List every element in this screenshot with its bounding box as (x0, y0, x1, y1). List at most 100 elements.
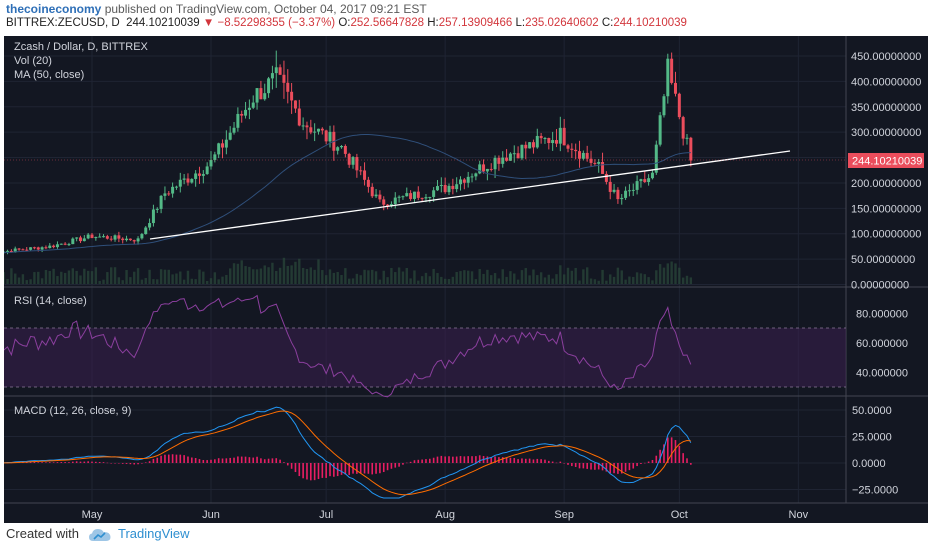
volume-bar (102, 279, 105, 284)
macd-hist-bar (490, 457, 493, 463)
volume-bar (547, 274, 551, 284)
grid (4, 36, 846, 503)
macd-hist-bar (41, 462, 43, 463)
candle-body (255, 88, 259, 103)
candle-body (251, 102, 255, 108)
macd-hist-bar (605, 463, 608, 472)
candle-body (343, 145, 347, 154)
candle-body (539, 135, 543, 139)
macd-hist-bar (670, 437, 673, 463)
candle-body (389, 204, 393, 207)
volume-bar (236, 263, 240, 284)
macd-hist-bar (344, 463, 347, 475)
volume-bar (609, 274, 612, 284)
macd-hist-bar (225, 458, 228, 463)
candle-body (178, 179, 182, 187)
macd-hist-bar (402, 463, 404, 465)
time-axis[interactable]: May Jun Jul Aug Sep Oct Nov (82, 509, 809, 521)
tradingview-brand-link[interactable]: TradingView (118, 526, 190, 541)
macd-hist-bar (578, 463, 581, 469)
volume-bar (271, 262, 274, 284)
macd-hist-bar (686, 458, 688, 463)
chart-area[interactable]: 450.00000000 400.00000000 350.00000000 300.… (0, 36, 928, 523)
candle-body (382, 199, 386, 205)
macd-hist-bar (260, 458, 262, 463)
volume-bar (655, 270, 658, 284)
volume-bar (674, 263, 677, 284)
candle-body (489, 168, 493, 170)
volume-bar (451, 276, 455, 284)
macd-hist-bar (233, 457, 235, 463)
chart-svg[interactable]: 450.00000000 400.00000000 350.00000000 300.… (0, 36, 928, 523)
candle-body (159, 195, 163, 209)
macd-hist-bar (563, 463, 565, 464)
candle-body (558, 127, 562, 144)
macd-hist-bar (129, 463, 132, 465)
volume-label: Vol (20) (14, 55, 52, 67)
open-value: 252.56647828 (350, 17, 425, 29)
candle-body (459, 179, 463, 185)
candle-body (512, 153, 516, 155)
candle-body (451, 185, 455, 190)
volume-bar (616, 267, 620, 284)
candle-body (155, 208, 159, 210)
candle-body (186, 178, 190, 183)
volume-bar (559, 265, 562, 284)
volume-bar (520, 270, 524, 284)
macd-hist-bar (359, 463, 362, 474)
volume-bar (528, 275, 531, 284)
price-tick-label: 450.00000000 (851, 51, 921, 63)
macd-hist-bar (356, 463, 358, 474)
ma-label: MA (50, close) (14, 69, 84, 81)
candle-body (374, 194, 378, 197)
volume-bar (474, 279, 478, 284)
rsi-band (4, 328, 846, 387)
macd-hist-bar (444, 456, 446, 463)
macd-hist-bar (302, 463, 304, 479)
candle-body (397, 196, 401, 198)
tradingview-logo-icon (88, 528, 111, 541)
candle-body (416, 191, 420, 198)
candle-body (48, 245, 52, 249)
low-label: L: (515, 17, 526, 29)
candle-body (462, 179, 466, 183)
price-axis[interactable]: 450.00000000 400.00000000 350.00000000 300.… (851, 51, 921, 497)
volume-bar (497, 278, 501, 284)
volume-bar (543, 277, 547, 284)
candle-body (370, 186, 374, 197)
macd-hist-bar (210, 459, 212, 463)
volume-bar (133, 271, 136, 284)
candle-body (493, 157, 497, 170)
volume-bar (48, 271, 51, 284)
volume-bar (275, 270, 278, 284)
macd-hist-bar (252, 457, 255, 463)
candle-body (313, 131, 317, 133)
volume-bar (643, 274, 646, 284)
candle-body (6, 250, 10, 252)
candle-body (40, 247, 44, 250)
macd-hist-bar (590, 463, 592, 470)
macd-hist-bar (275, 458, 278, 463)
volume-bar (351, 278, 355, 284)
candle-body (278, 67, 282, 75)
volume-bar (490, 275, 493, 284)
candle-body (32, 247, 36, 249)
volume-bar (186, 270, 190, 284)
macd-hist-bar (436, 456, 439, 463)
volume-bar (689, 277, 693, 284)
author-link[interactable]: thecoineconomy (6, 2, 102, 16)
volume-bar (639, 273, 643, 284)
macd-hist-bar (363, 463, 366, 474)
volume-bar (163, 269, 167, 284)
candle-body (140, 234, 144, 239)
trend-line[interactable] (149, 150, 791, 240)
candle-body (689, 137, 693, 161)
volume-bar (2, 272, 5, 284)
volume-bar (593, 279, 597, 284)
candle-body (151, 209, 155, 224)
volume-bar (455, 272, 458, 284)
volume-bar (136, 268, 140, 284)
volume-bar (252, 269, 255, 284)
macd-hist-bar (156, 457, 159, 463)
volume-bar (662, 267, 666, 284)
